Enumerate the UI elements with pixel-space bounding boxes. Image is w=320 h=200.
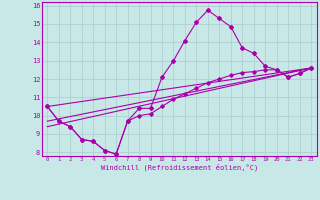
X-axis label: Windchill (Refroidissement éolien,°C): Windchill (Refroidissement éolien,°C) [100,164,258,171]
